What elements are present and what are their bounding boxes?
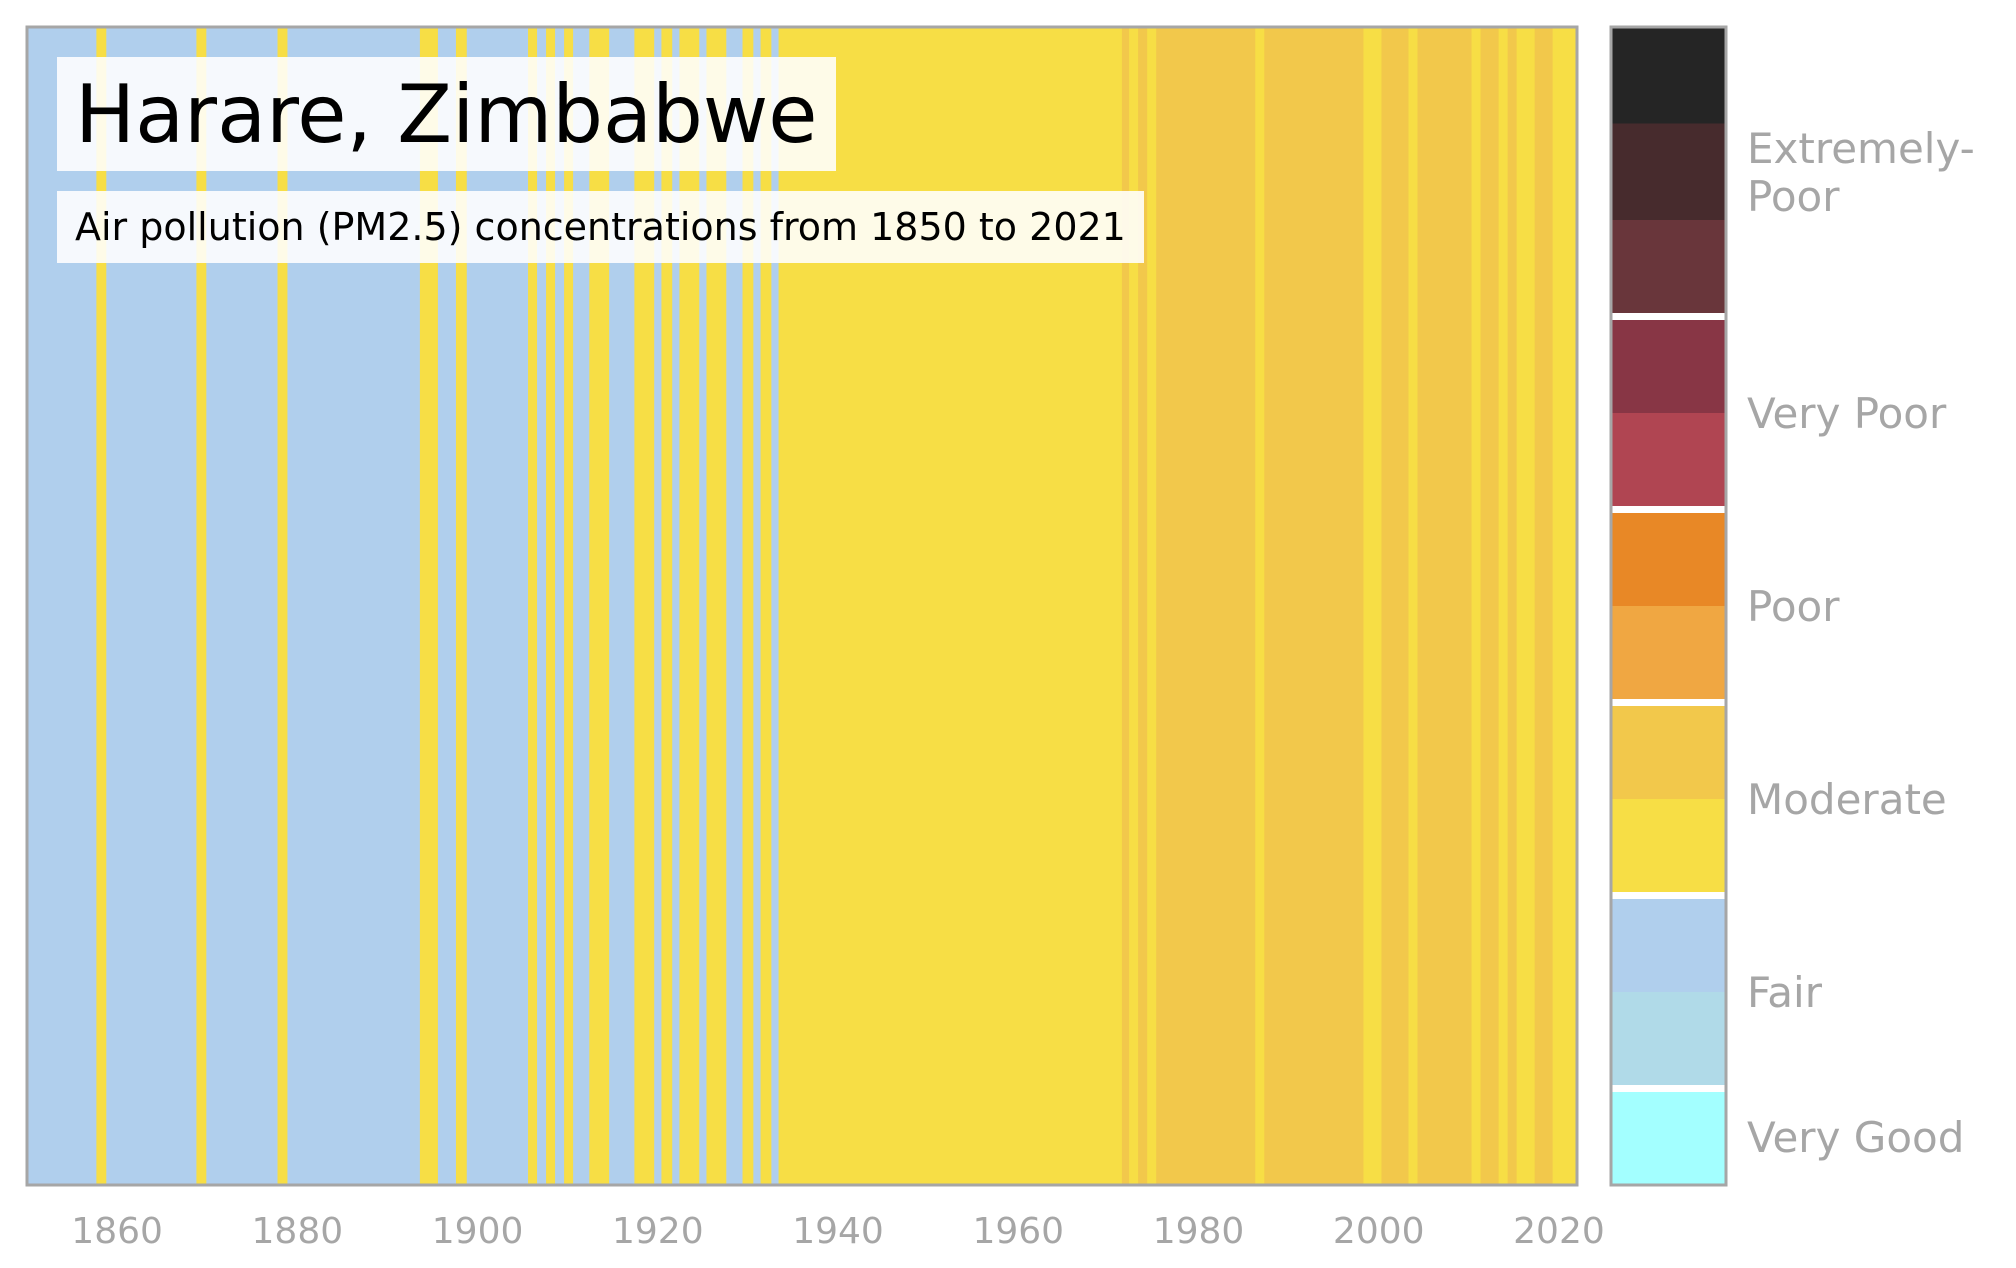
chart-subtitle: Air pollution (PM2.5) concentrations fro… [57, 191, 1144, 263]
legend-colorbar [1611, 27, 1726, 1186]
legend-swatch [1611, 702, 1726, 800]
legend-category-label: Fair [1747, 968, 1823, 1017]
legend-swatch [1611, 123, 1726, 221]
stripe-45 [1498, 27, 1509, 1185]
legend-separator [1611, 506, 1726, 513]
x-tick-label: 2020 [1513, 1211, 1605, 1252]
legend-swatch [1611, 895, 1726, 993]
stripe-22 [672, 27, 680, 1185]
legend-category-label: Moderate [1747, 775, 1947, 824]
stripe-28 [753, 27, 762, 1185]
stripe-49 [1552, 27, 1578, 1185]
stripe-9 [455, 27, 468, 1185]
chart-title: Harare, Zimbabwe [57, 57, 836, 171]
stripe-20 [654, 27, 662, 1185]
x-tick-label: 1980 [1153, 1211, 1245, 1252]
legend-separator [1611, 892, 1726, 899]
legend-swatch [1611, 413, 1726, 510]
stripe-38 [1264, 27, 1364, 1185]
legend-swatch [1611, 509, 1726, 607]
stripe-41 [1408, 27, 1418, 1185]
stripe-43 [1471, 27, 1482, 1185]
legend-swatch [1611, 27, 1726, 124]
stripe-42 [1417, 27, 1473, 1185]
x-tick-label: 1920 [612, 1211, 704, 1252]
stripe-34 [1138, 27, 1148, 1185]
stripe-21 [661, 27, 673, 1185]
stripe-36 [1156, 27, 1256, 1185]
stripe-29 [760, 27, 772, 1185]
plot-frame [25, 25, 1579, 1187]
stripe-15 [564, 27, 574, 1185]
legend-separator [1611, 1085, 1726, 1092]
legend-category-label: Very Good [1747, 1113, 1964, 1162]
legend-category-label: Poor [1747, 582, 1840, 631]
stripe-19 [634, 27, 655, 1185]
stripe-3 [196, 27, 207, 1185]
stripe-23 [679, 27, 700, 1185]
legend-swatch [1611, 992, 1726, 1089]
stripe-7 [419, 27, 439, 1185]
stripe-13 [546, 27, 556, 1185]
stripe-25 [706, 27, 727, 1185]
stripe-33 [1129, 27, 1139, 1185]
stripe-30 [771, 27, 780, 1185]
legend-swatch [1611, 799, 1726, 896]
stripe-5 [277, 27, 288, 1185]
legend-swatch [1611, 316, 1726, 414]
x-tick-label: 2000 [1333, 1211, 1425, 1252]
stripe-27 [742, 27, 754, 1185]
x-axis-ticks: 1860 1880 1900 1920 1940 1960 1980 2000 2020 [71, 1211, 1604, 1252]
legend-swatch [1611, 606, 1726, 703]
x-tick-label: 1860 [71, 1211, 163, 1252]
stripe-48 [1534, 27, 1554, 1185]
stripe-11 [528, 27, 538, 1185]
stripe-37 [1255, 27, 1265, 1185]
x-tick-label: 1900 [432, 1211, 524, 1252]
legend-swatch [1611, 1088, 1726, 1186]
legend-category-label: Extremely-Poor [1747, 124, 1975, 221]
x-tick-label: 1880 [252, 1211, 344, 1252]
stripe-32 [1121, 27, 1130, 1185]
legend-frame [1609, 25, 1728, 1187]
stripe-12 [537, 27, 547, 1185]
stripe-35 [1147, 27, 1157, 1185]
stripe-44 [1480, 27, 1500, 1185]
stripe-39 [1363, 27, 1382, 1185]
stripe-46 [1507, 27, 1518, 1185]
stripe-26 [726, 27, 744, 1185]
stripe-8 [437, 27, 457, 1185]
stripe-24 [699, 27, 707, 1185]
legend-swatch [1611, 220, 1726, 317]
stripe-1 [96, 27, 107, 1185]
stripe-14 [555, 27, 565, 1185]
stripe-17 [589, 27, 610, 1185]
x-tick-label: 1960 [972, 1211, 1064, 1252]
stripe-47 [1516, 27, 1536, 1185]
stripe-16 [573, 27, 590, 1185]
stripe-40 [1381, 27, 1409, 1185]
legend-category-label: Very Poor [1747, 389, 1947, 438]
legend-category-labels: Extremely-Poor Very Poor Poor Moderate Fair V… [1747, 124, 1975, 1162]
legend-separator [1611, 699, 1726, 706]
legend-separator [1611, 313, 1726, 320]
x-tick-label: 1940 [792, 1211, 884, 1252]
